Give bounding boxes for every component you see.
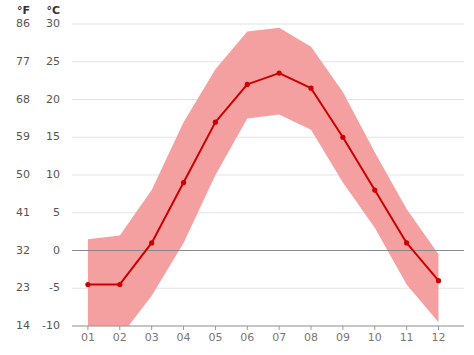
- x-tick: [151, 326, 152, 330]
- grid-line: [72, 24, 464, 25]
- plot-area: [72, 28, 464, 326]
- line-marker: [181, 180, 186, 185]
- y2-tick-label: 41: [16, 206, 30, 219]
- x-tick-label: 08: [304, 331, 318, 344]
- chart-container: -10-5051015202530°C142332415059687786°F0…: [0, 0, 474, 355]
- line-marker: [436, 278, 441, 283]
- grid-line: [72, 137, 464, 138]
- line-marker: [245, 82, 250, 87]
- y2-axis: 14 23 32 41 50 59 68 77 86°F: [16, 4, 30, 332]
- grid-line: [72, 250, 464, 251]
- chart-svg: -10-5051015202530°C142332415059687786°F0…: [0, 0, 474, 355]
- x-tick-label: 05: [208, 331, 222, 344]
- x-tick: [247, 326, 248, 330]
- line-marker: [340, 135, 345, 140]
- x-tick-label: 02: [113, 331, 127, 344]
- y-tick-label: 20: [46, 93, 60, 106]
- grid-line: [72, 175, 464, 176]
- x-tick-label: 11: [400, 331, 414, 344]
- line-marker: [372, 188, 377, 193]
- x-tick-label: 06: [240, 331, 254, 344]
- y2-tick-label: 77: [16, 55, 30, 68]
- y2-tick-label: 59: [16, 130, 30, 143]
- y2-tick-label: 14: [16, 319, 30, 332]
- x-tick: [215, 326, 216, 330]
- line-marker: [117, 282, 122, 287]
- y-tick-label: 30: [46, 17, 60, 30]
- x-axis-line: [72, 326, 464, 327]
- x-tick: [342, 326, 343, 330]
- x-tick: [119, 326, 120, 330]
- x-tick: [406, 326, 407, 330]
- average-line: [88, 73, 439, 284]
- x-tick-label: 10: [368, 331, 382, 344]
- x-tick-label: 09: [336, 331, 350, 344]
- x-tick: [87, 326, 88, 330]
- line-marker: [404, 240, 409, 245]
- x-tick-label: 12: [432, 331, 446, 344]
- y-tick-label: 0: [53, 244, 60, 257]
- line-marker: [149, 240, 154, 245]
- y-tick-label: 10: [46, 168, 60, 181]
- y-tick-label: 15: [46, 130, 60, 143]
- y-axis-label: °C: [46, 4, 60, 17]
- y-tick-label: 25: [46, 55, 60, 68]
- y2-tick-label: 23: [16, 281, 30, 294]
- x-tick-label: 04: [177, 331, 191, 344]
- range-band: [88, 28, 439, 326]
- y-axis: -10 -5 0 5 10 15 20 25 30°C: [42, 4, 60, 332]
- y-tick-label: 5: [53, 206, 60, 219]
- y2-tick-label: 32: [16, 244, 30, 257]
- x-tick: [438, 326, 439, 330]
- y-tick-label: -10: [42, 319, 60, 332]
- grid-line: [72, 326, 464, 327]
- reference-line: [72, 250, 464, 251]
- x-tick: [183, 326, 184, 330]
- x-tick: [374, 326, 375, 330]
- x-tick-label: 07: [272, 331, 286, 344]
- line-marker: [213, 120, 218, 125]
- line-marker: [85, 282, 90, 287]
- y-tick-label: -5: [49, 281, 60, 294]
- x-tick-label: 03: [145, 331, 159, 344]
- line-marker: [308, 86, 313, 91]
- line-marker: [277, 70, 282, 75]
- y2-tick-label: 50: [16, 168, 30, 181]
- x-tick: [279, 326, 280, 330]
- x-tick-label: 01: [81, 331, 95, 344]
- y2-tick-label: 86: [16, 17, 30, 30]
- x-tick: [311, 326, 312, 330]
- x-axis: 01 02 03 04 05 06 07 08 09 10 11 12: [72, 326, 464, 344]
- y2-tick-label: 68: [16, 93, 30, 106]
- y2-axis-label: °F: [17, 4, 30, 17]
